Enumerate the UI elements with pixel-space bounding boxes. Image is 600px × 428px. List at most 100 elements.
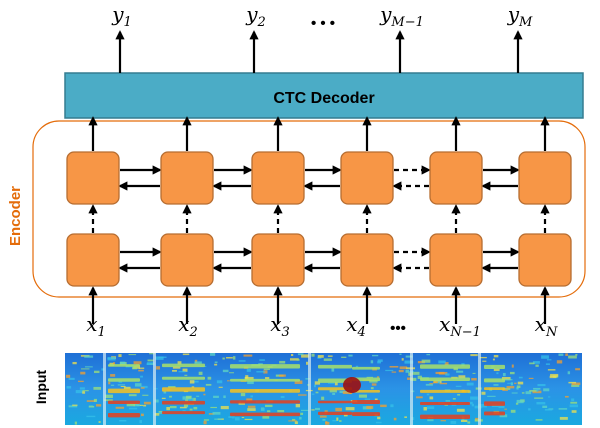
spectrogram-speckle [404,360,414,364]
spectrogram-speckle [377,416,381,420]
spectrogram-speckle [311,393,315,395]
spectrogram-speckle [158,411,166,414]
spectrogram-speckle [401,358,404,361]
spectrogram-speckle [138,369,144,372]
spectrogram-speckle [470,354,478,357]
spectrogram-speckle [294,421,298,425]
spectrogram-speckle [342,391,352,395]
spectrogram-speckle [232,356,236,360]
spectrogram-speckle [502,372,506,377]
spectrogram-speckle [205,383,212,386]
spectrogram-speckle [179,406,187,409]
spectrogram-band [420,389,470,393]
spectrogram-band [420,414,470,420]
spectrogram-speckle [103,399,113,402]
spectrogram-speckle [132,366,138,370]
spectrogram-speckle [228,416,232,418]
output-label: yM−1 [379,2,424,30]
spectrogram-speckle [411,371,420,375]
spectrogram-speckle [439,382,448,385]
spectrogram-band [162,376,205,380]
spectrogram-speckle [288,420,298,422]
spectrogram-band [318,387,352,391]
spectrogram-speckle [182,353,190,356]
spectrogram-speckle [88,405,95,408]
spectrogram-speckle [298,394,307,396]
spectrogram-speckle [433,381,438,384]
spectrogram-band [352,366,380,370]
spectrogram-speckle [136,404,141,406]
spectrogram-hotspot [343,377,361,393]
spectrogram-speckle [141,413,144,417]
spectrogram-speckle [214,418,222,420]
spectrogram-speckle [457,393,461,396]
spectrogram-speckle [407,377,413,380]
spectrogram-speckle [126,403,136,407]
spectrogram-speckle [142,394,149,396]
spectrogram-speckle [429,396,434,400]
spectrogram-speckle [390,404,394,408]
spectrogram-speckle [549,375,557,379]
spectrogram-speckle [570,401,578,404]
spectrogram-speckle [141,385,148,389]
spectrogram-band [108,413,140,418]
input-ellipsis: ••• [390,320,406,337]
spectrogram-speckle [511,392,518,394]
spectrogram-speckle [504,379,513,381]
spectrogram-speckle [516,387,519,390]
spectrogram-speckle [169,395,172,398]
spectrogram-speckle [250,395,253,398]
encoder-cell [340,151,394,205]
spectrogram-band [484,387,505,390]
spectrogram-speckle [535,364,539,367]
spectrogram-speckle [445,373,450,376]
spectrogram-speckle [279,360,286,364]
spectrogram-speckle [377,359,383,362]
encoder-cell [429,151,483,205]
spectrogram-speckle [301,409,309,411]
spectrogram-speckle [133,361,142,365]
spectrogram-speckle [468,401,473,405]
spectrogram-speckle [466,382,474,386]
spectrogram-band [108,400,140,405]
spectrogram-speckle [128,354,137,356]
spectrogram-speckle [220,405,229,410]
spectrogram-speckle [558,353,564,356]
spectrogram-speckle [518,376,523,379]
spectrogram-speckle [212,411,221,415]
encoder-cell [251,233,305,287]
spectrogram-band [484,378,505,383]
spectrogram-speckle [408,372,412,376]
input-token-label: x2 [178,312,198,340]
spectrogram-speckle [391,371,397,373]
spectrogram-speckle [516,399,524,404]
output-ellipsis: • • • [311,15,335,32]
spectrogram-speckle [371,383,377,386]
spectrogram-speckle [93,386,102,390]
spectrogram-speckle [405,370,409,373]
spectrogram-gap [103,353,106,425]
encoder-frame [32,120,586,298]
spectrogram-speckle [425,383,433,386]
spectrogram-speckle [571,398,575,402]
output-label: yM [507,2,533,30]
spectrogram-speckle [231,416,235,419]
input-token-label: x1 [86,312,106,340]
spectrogram-speckle [88,405,93,407]
spectrogram-speckle [185,399,189,402]
spectrogram-speckle [423,407,427,411]
spectrogram-speckle [166,406,170,411]
spectrogram-speckle [223,395,226,399]
encoder-cell [340,233,394,287]
spectrogram-speckle [455,385,462,387]
spectrogram-speckle [502,389,508,391]
spectrogram-speckle [156,366,160,370]
spectrogram-speckle [93,398,98,402]
spectrogram-speckle [107,357,116,361]
spectrogram-gap [308,353,311,425]
spectrogram-band [230,412,300,417]
spectrogram-speckle [364,398,371,400]
encoder-cell [66,151,120,205]
spectrogram-speckle [421,359,431,363]
